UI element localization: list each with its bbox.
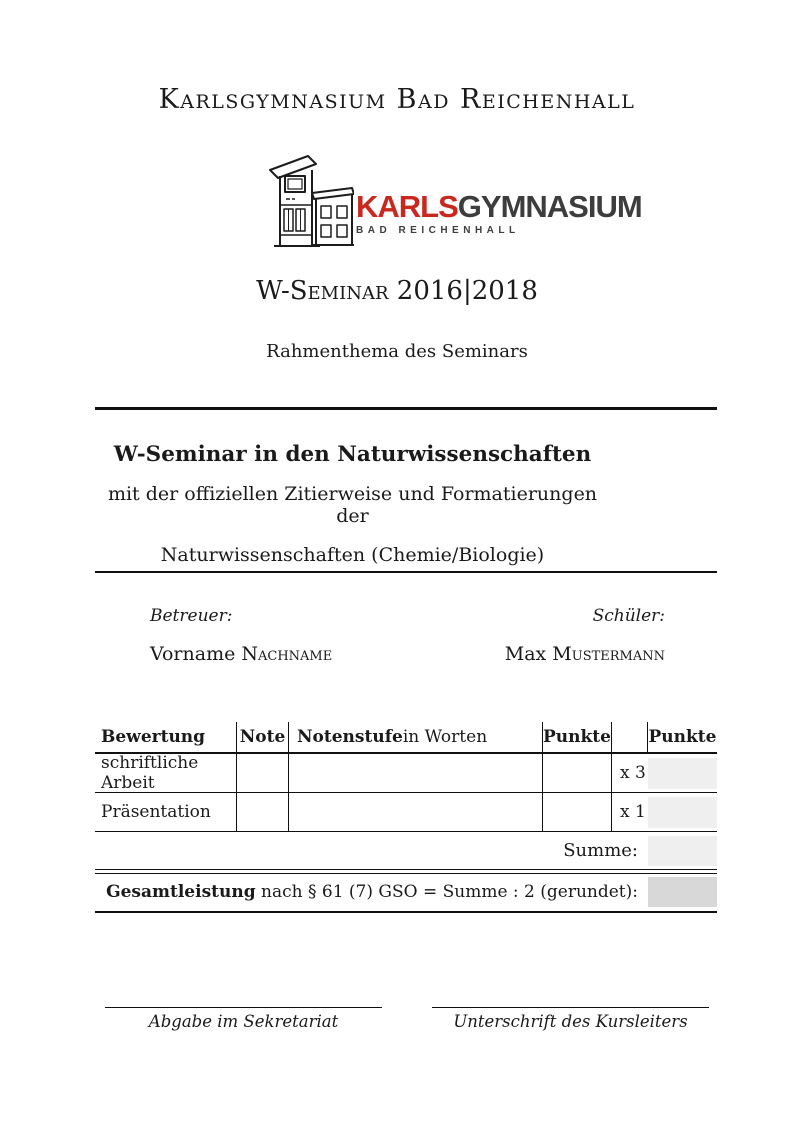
table-row-summe: Summe: bbox=[95, 832, 717, 869]
col-header-punkte-weighted: Punkte bbox=[648, 727, 717, 747]
col-header-multiplier bbox=[612, 722, 648, 752]
signature-line-kursleiter: Unterschrift des Kursleiters bbox=[432, 1007, 709, 1031]
seminar-topic-block: W-Seminar in den Naturwissenschaften mit… bbox=[95, 442, 610, 566]
weighted-punkte-cell bbox=[648, 754, 717, 792]
col-header-bewertung: Bewertung bbox=[95, 722, 237, 752]
notenstufe-cell-empty bbox=[289, 754, 543, 792]
gesamtleistung-label-bold: Gesamtleistung bbox=[106, 882, 256, 902]
gray-entry-field bbox=[648, 796, 717, 828]
row-label: schriftliche Arbeit bbox=[95, 753, 237, 793]
punkte-cell-empty bbox=[543, 754, 612, 792]
logo-brand-line: KARLSGYMNASIUM bbox=[356, 189, 643, 224]
student-name: Max Mustermann bbox=[505, 643, 665, 665]
col-header-punkte: Punkte bbox=[543, 722, 612, 752]
supervisor-name: Vorname Nachname bbox=[150, 643, 332, 665]
seminar-year-title: W-Seminar 2016|2018 bbox=[256, 276, 538, 306]
table-line bbox=[95, 752, 717, 754]
col-header-notenstufe-rest: in Worten bbox=[402, 727, 488, 747]
student-first-name: Max bbox=[504, 643, 553, 665]
weighted-punkte-cell bbox=[648, 793, 717, 831]
summe-value-cell bbox=[648, 832, 717, 869]
supervisor-block: Betreuer: Vorname Nachname bbox=[150, 606, 332, 665]
supervisor-first-name: Vorname bbox=[150, 643, 242, 665]
student-block: Schüler: Max Mustermann bbox=[505, 606, 665, 665]
signature-label-right: Unterschrift des Kursleiters bbox=[453, 1012, 688, 1031]
table-line bbox=[95, 792, 717, 793]
people-section: Betreuer: Vorname Nachname Schüler: Max … bbox=[150, 606, 665, 665]
table-row-presentation: Präsentation x 1 bbox=[95, 793, 717, 831]
multiplier-cell: x 3 bbox=[620, 763, 646, 783]
horizontal-rule-bottom bbox=[95, 571, 717, 573]
multiplier-cell: x 1 bbox=[620, 802, 646, 822]
logo-brand-karls: KARLS bbox=[356, 189, 459, 224]
table-row-written-work: schriftliche Arbeit x 3 bbox=[95, 753, 717, 793]
col-header-note: Note bbox=[237, 722, 289, 752]
school-title: Karlsgymnasium Bad Reichenhall bbox=[158, 84, 636, 115]
school-building-illustration bbox=[269, 155, 354, 247]
topic-line2: mit der offiziellen Zitierweise und Form… bbox=[107, 483, 598, 527]
student-label: Schüler: bbox=[592, 606, 665, 626]
topic-title: W-Seminar in den Naturwissenschaften bbox=[113, 442, 592, 467]
gesamtleistung-label: Gesamtleistung nach § 61 (7) GSO = Summe… bbox=[95, 874, 648, 911]
logo-text: KARLSGYMNASIUM BAD REICHENHALL bbox=[356, 189, 643, 236]
supervisor-last-name: Nachname bbox=[241, 643, 333, 665]
horizontal-rule-top bbox=[95, 407, 717, 410]
punkte-cell-empty bbox=[543, 793, 612, 831]
topic-line3: Naturwissenschaften (Chemie/Biologie) bbox=[160, 544, 545, 566]
signature-label-left: Abgabe im Sekretariat bbox=[148, 1012, 339, 1031]
school-logo: KARLSGYMNASIUM BAD REICHENHALL bbox=[268, 149, 643, 249]
table-double-line bbox=[95, 869, 717, 874]
gray-entry-field bbox=[648, 835, 717, 866]
signature-line-sekretariat: Abgabe im Sekretariat bbox=[105, 1007, 382, 1031]
note-cell-empty bbox=[237, 793, 289, 831]
grade-table: Bewertung Note Notenstufe in Worten Punk… bbox=[95, 722, 717, 913]
summe-label: Summe: bbox=[563, 840, 638, 861]
seminar-subtitle: Rahmenthema des Seminars bbox=[266, 341, 528, 362]
col-header-notenstufe-bold: Notenstufe bbox=[297, 727, 403, 747]
student-last-name: Mustermann bbox=[552, 643, 665, 665]
gesamtleistung-label-rest: nach § 61 (7) GSO = Summe : 2 (gerundet)… bbox=[255, 882, 638, 902]
note-cell-empty bbox=[237, 754, 289, 792]
table-bottom-line bbox=[95, 910, 717, 913]
notenstufe-cell-empty bbox=[289, 793, 543, 831]
row-label: Präsentation bbox=[95, 793, 237, 831]
logo-brand-gymnasium: GYMNASIUM bbox=[457, 189, 643, 224]
table-line bbox=[95, 831, 717, 832]
grade-table-header-row: Bewertung Note Notenstufe in Worten Punk… bbox=[95, 722, 717, 752]
gesamtleistung-value-cell bbox=[648, 874, 717, 911]
table-row-gesamtleistung: Gesamtleistung nach § 61 (7) GSO = Summe… bbox=[95, 874, 717, 911]
supervisor-label: Betreuer: bbox=[150, 606, 233, 626]
gray-entry-field-dark bbox=[648, 877, 717, 907]
gray-entry-field bbox=[648, 757, 717, 789]
col-header-notenstufe: Notenstufe in Worten bbox=[289, 722, 543, 752]
logo-brand-sub: BAD REICHENHALL bbox=[356, 225, 520, 236]
